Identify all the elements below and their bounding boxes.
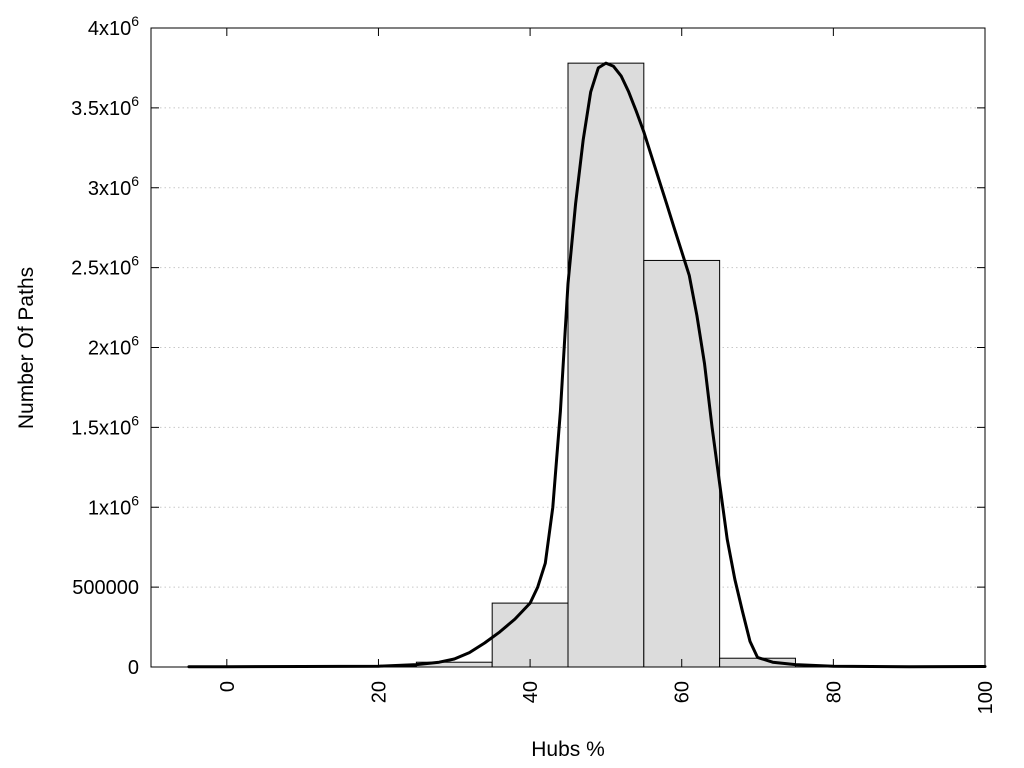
x-tick-label: 60 [672,681,694,703]
y-tick-label-base: 3x10 [88,178,131,200]
y-tick-label-exponent: 6 [131,492,139,508]
y-tick-label: 2x106 [88,333,139,360]
y-tick-label: 0 [128,657,139,679]
y-tick-label-exponent: 6 [131,253,139,269]
x-tick-label: 20 [368,681,390,703]
x-tick-label: 80 [823,681,845,703]
y-tick-label-base: 0 [128,657,139,679]
histogram-bars [188,62,986,668]
histogram-bar [567,62,645,668]
y-tick-label: 1x106 [88,492,139,519]
histogram-bar [643,259,721,668]
y-tick-label: 4x106 [88,13,139,40]
x-tick-label: 40 [520,681,542,703]
y-tick-label: 3.5x106 [71,93,139,120]
y-tick-label: 3x106 [88,173,139,200]
histogram-bar [491,602,569,668]
y-tick-label-base: 500000 [72,577,139,599]
density-curve [187,61,987,669]
density-curve-line [187,61,987,669]
y-tick-label-exponent: 6 [131,173,139,189]
y-tick-label-base: 4x10 [88,18,131,40]
y-tick-label-base: 2.5x10 [71,258,131,280]
y-tick-label-base: 2x10 [88,338,131,360]
y-tick-label-exponent: 6 [131,412,139,428]
y-tick-label-exponent: 6 [131,13,139,29]
x-axis-title: Hubs % [531,738,605,761]
x-tick-label: 100 [975,681,997,714]
y-tick-label: 500000 [72,577,139,599]
y-tick-label-base: 1.5x10 [71,417,131,439]
y-tick-label-base: 3.5x10 [71,98,131,120]
y-tick-label: 1.5x106 [71,412,139,439]
y-tick-label: 2.5x106 [71,253,139,280]
y-axis-title: Number Of Paths [15,267,38,429]
axis-ticks: 05000001x1061.5x1062x1062.5x1063x1063.5x… [71,13,997,714]
y-tick-label-exponent: 6 [131,93,139,109]
y-tick-label-exponent: 6 [131,333,139,349]
y-tick-label-base: 1x10 [88,497,131,519]
x-tick-label: 0 [217,681,239,692]
